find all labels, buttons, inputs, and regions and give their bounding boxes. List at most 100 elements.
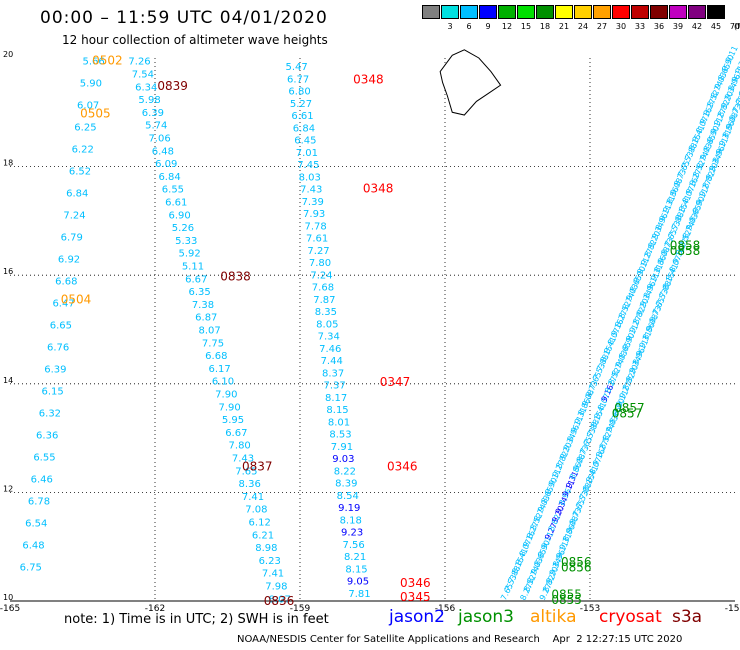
time-label: 0504: [61, 293, 92, 307]
swh-value: 7.41: [242, 492, 264, 503]
swh-value: 6.39: [142, 108, 164, 119]
swh-value: 6.48: [22, 540, 44, 551]
swh-value: 6.52: [69, 167, 91, 178]
swh-value: 8.05: [316, 319, 338, 330]
swh-value: 5.11: [182, 262, 204, 273]
swh-value: 7.27: [307, 246, 329, 257]
swh-value: 7.93: [303, 209, 325, 220]
swh-value: 7.68: [312, 283, 334, 294]
scale-swatch: [593, 5, 611, 19]
swh-value: 7.98: [265, 581, 287, 592]
swh-value: 6.17: [209, 364, 231, 375]
swh-value: 7.01: [296, 148, 318, 159]
time-label: 0348: [363, 181, 394, 195]
swh-value: 6.67: [225, 428, 247, 439]
swh-value: 8.15: [345, 564, 367, 575]
swh-value: 7.37: [323, 381, 345, 392]
time-label: 0856: [561, 555, 592, 569]
swh-value: 8.36: [239, 479, 261, 490]
x-tick-label: -150: [725, 604, 740, 614]
scale-swatch: [536, 5, 554, 19]
swh-value: 6.22: [72, 145, 94, 156]
scale-swatch: [650, 5, 668, 19]
swh-value: 6.54: [25, 518, 47, 529]
swh-value: 7.91: [331, 442, 353, 453]
time-label: 0857: [614, 401, 645, 415]
time-labels: 0502 0839 0505 0838 0504 0837 0836 0348 0348 0347…: [61, 54, 701, 608]
swh-value: 5.92: [178, 249, 200, 260]
swh-value: 6.77: [287, 74, 309, 85]
swh-value: 7.78: [304, 221, 326, 232]
swh-value: 6.15: [42, 386, 64, 397]
swh-value: 9.05: [347, 577, 369, 588]
time-label: 0505: [80, 106, 111, 120]
swh-value: 6.32: [39, 408, 61, 419]
time-label: 0855: [551, 593, 582, 607]
swh-value: 8.98: [255, 543, 277, 554]
swh-value: 6.25: [74, 123, 96, 134]
scale-swatch: [707, 5, 725, 19]
altimeter-tracks: 5.66 5.90 6.07 6.25 6.22 6.52 6.84 7.24 6.79 6.92…: [20, 44, 740, 605]
swh-value: 8.22: [334, 466, 356, 477]
scale-label: 3: [447, 22, 453, 31]
swh-value: 7.43: [232, 453, 254, 464]
swh-value: 8.21: [344, 552, 366, 563]
time-label: 0345: [400, 590, 431, 604]
swh-value: 9.03: [332, 454, 354, 465]
swh-value: 7.39: [302, 197, 324, 208]
time-label: 0838: [220, 269, 251, 283]
swh-value: 6.12: [249, 517, 271, 528]
swh-value: 8.07: [199, 326, 221, 337]
scale-swatch: [517, 5, 535, 19]
note-text: note: 1) Time is in UTC; 2) SWH is in fe…: [64, 612, 329, 627]
swh-value: 6.65: [50, 321, 72, 332]
swh-value: 6.23: [259, 556, 281, 567]
swh-value: 6.10: [212, 377, 234, 388]
swh-value: 6.07: [77, 101, 99, 112]
swh-value: 5.74: [145, 121, 167, 132]
x-tick-label: -165: [0, 604, 20, 614]
time-label: 0346: [400, 576, 431, 590]
swh-value: 7.65: [235, 466, 257, 477]
swh-value: 6.79: [61, 233, 83, 244]
scale-unit: (ft): [733, 22, 740, 31]
swh-value: 6.90: [168, 210, 190, 221]
swh-value: 6.68: [205, 351, 227, 362]
swh-value: 7.90: [219, 402, 241, 413]
swh-value: 8.37: [322, 368, 344, 379]
legend-cryosat: cryosat: [599, 607, 662, 627]
scale-swatch: [479, 5, 497, 19]
time-label: 0837: [242, 459, 273, 473]
scale-swatch: [441, 5, 459, 19]
swh-value: 5.98: [138, 95, 160, 106]
swh-value: 7.08: [245, 505, 267, 516]
legend-jason2: jason2: [389, 607, 445, 627]
legend-jason3: jason3: [458, 607, 514, 627]
scale-swatch: [422, 5, 440, 19]
swh-value: 7.38: [192, 300, 214, 311]
swh-value: 9.23: [341, 528, 363, 539]
swh-value: 6.76: [47, 343, 69, 354]
scale-label: 21: [558, 22, 570, 31]
swh-value: 6.46: [31, 474, 53, 485]
y-tick-label: 18: [3, 159, 13, 168]
swh-value: 7.90: [215, 389, 237, 400]
legend-altika: altika: [530, 607, 577, 627]
time-label: 0856: [561, 560, 592, 574]
swh-value: 9.19: [338, 503, 360, 514]
swh-value: 6.80: [288, 87, 310, 98]
swh-value: 7.87: [313, 295, 335, 306]
swh-value: 7.56: [342, 540, 364, 551]
swh-value: 8.35: [315, 307, 337, 318]
swh-value: 5.66: [83, 57, 105, 68]
scale-label: 18: [539, 22, 551, 31]
swh-value: 7.44: [321, 356, 343, 367]
swh-value: 6.09: [155, 159, 177, 170]
swh-value: 8.54: [337, 491, 359, 502]
time-label: 0347: [380, 375, 411, 389]
time-label: 0858: [670, 238, 701, 252]
swh-value: 6.78: [28, 496, 50, 507]
x-tick-label: -162: [145, 604, 165, 614]
swh-value: 6.36: [36, 430, 58, 441]
time-label: 0836: [264, 594, 295, 608]
